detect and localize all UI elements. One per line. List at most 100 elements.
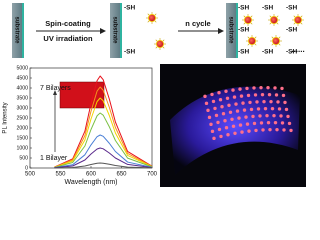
dot [230,117,234,121]
dot [245,122,250,126]
sh-label: -SH [124,5,136,12]
y-tick-label: 4000 [16,85,28,91]
dot [259,85,263,90]
nanoparticle [247,37,256,46]
substrate-edge [236,3,238,58]
nanoparticle [271,37,280,46]
dot [251,114,255,119]
pl-curve [54,162,153,169]
x-tick-label: 650 [116,172,127,178]
page: Spin-coating UV irradiation n cycle ....… [2,3,306,187]
dot [223,119,227,123]
dot [239,94,244,98]
dot [263,106,268,111]
dot [211,99,216,104]
dot [266,85,270,90]
arrow-head [100,28,106,34]
dot [224,126,229,130]
dot [203,94,207,99]
dot [238,87,242,91]
dot [260,92,265,97]
dot [265,113,269,118]
dot [220,105,224,109]
nanoparticle [155,40,164,49]
dot [262,99,266,104]
substrate [12,3,22,58]
dot [276,100,280,104]
flexible-film [170,86,300,175]
dot [272,113,276,118]
dot [253,93,258,97]
dot [275,127,279,132]
step-label: Spin-coating [45,19,91,28]
dot [226,133,230,137]
dot [221,112,226,116]
x-tick-label: 700 [147,172,158,178]
dot-array [203,85,293,141]
dot [217,127,222,132]
nanoparticle [293,15,302,24]
step-label: n cycle [185,19,210,28]
dot [245,86,249,91]
dot [246,93,251,98]
dot [207,115,212,120]
dot [289,128,293,133]
dot [261,128,265,132]
dot [273,120,278,125]
dot [277,107,282,111]
dot [231,124,236,128]
dot [204,101,209,106]
pl-curve [54,97,153,168]
dot [284,107,289,112]
nanoparticle [243,15,252,24]
dot [252,86,256,90]
sh-label: -SH [286,5,298,12]
dot [258,114,262,118]
dot [206,108,210,113]
pl-chart: 7 Bilayers 1 Bilayer Wavelength (nm) PL … [3,65,158,185]
dot [227,103,231,107]
dot [267,92,272,97]
dot [248,100,252,105]
substrate-label: substrate [13,16,19,44]
sh-label: -SH [286,27,298,34]
dot [240,130,244,134]
dot [224,89,228,93]
dot [241,101,245,105]
y-tick-label: 500 [19,155,28,161]
dot [237,116,241,120]
substrate-label: substrate [111,16,117,44]
y-tick-label: 1000 [16,145,28,151]
dot [279,114,283,118]
dot [231,88,235,92]
pl-curve [54,112,153,168]
dot [280,86,284,91]
dot [242,108,247,112]
sh-label: -SH [238,5,250,12]
dot [217,91,221,95]
dot [256,107,261,111]
dot [268,127,272,132]
pl-curve [54,86,153,168]
dot [214,113,219,118]
figure: Spin-coating UV irradiation n cycle ....… [3,3,306,187]
pl-curve [54,134,153,169]
dot [281,93,286,98]
dot [255,100,259,104]
nanoparticle [147,13,156,22]
substrate [226,3,236,58]
dot [235,109,240,113]
sh-label: -SH [238,27,250,34]
dot [233,131,237,135]
dot [216,120,220,125]
dot [225,96,230,100]
dot [286,114,290,119]
dot [238,123,243,127]
dot [209,122,213,127]
substrate-label: substrate [227,16,233,44]
dot [252,121,257,126]
dot [234,102,238,106]
dot [210,92,214,97]
sh-label: -SH [262,5,274,12]
dot [266,120,271,125]
